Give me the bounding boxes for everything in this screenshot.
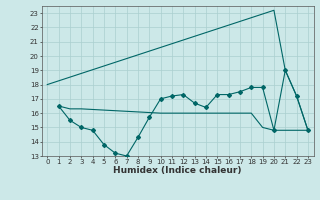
X-axis label: Humidex (Indice chaleur): Humidex (Indice chaleur) (113, 166, 242, 175)
